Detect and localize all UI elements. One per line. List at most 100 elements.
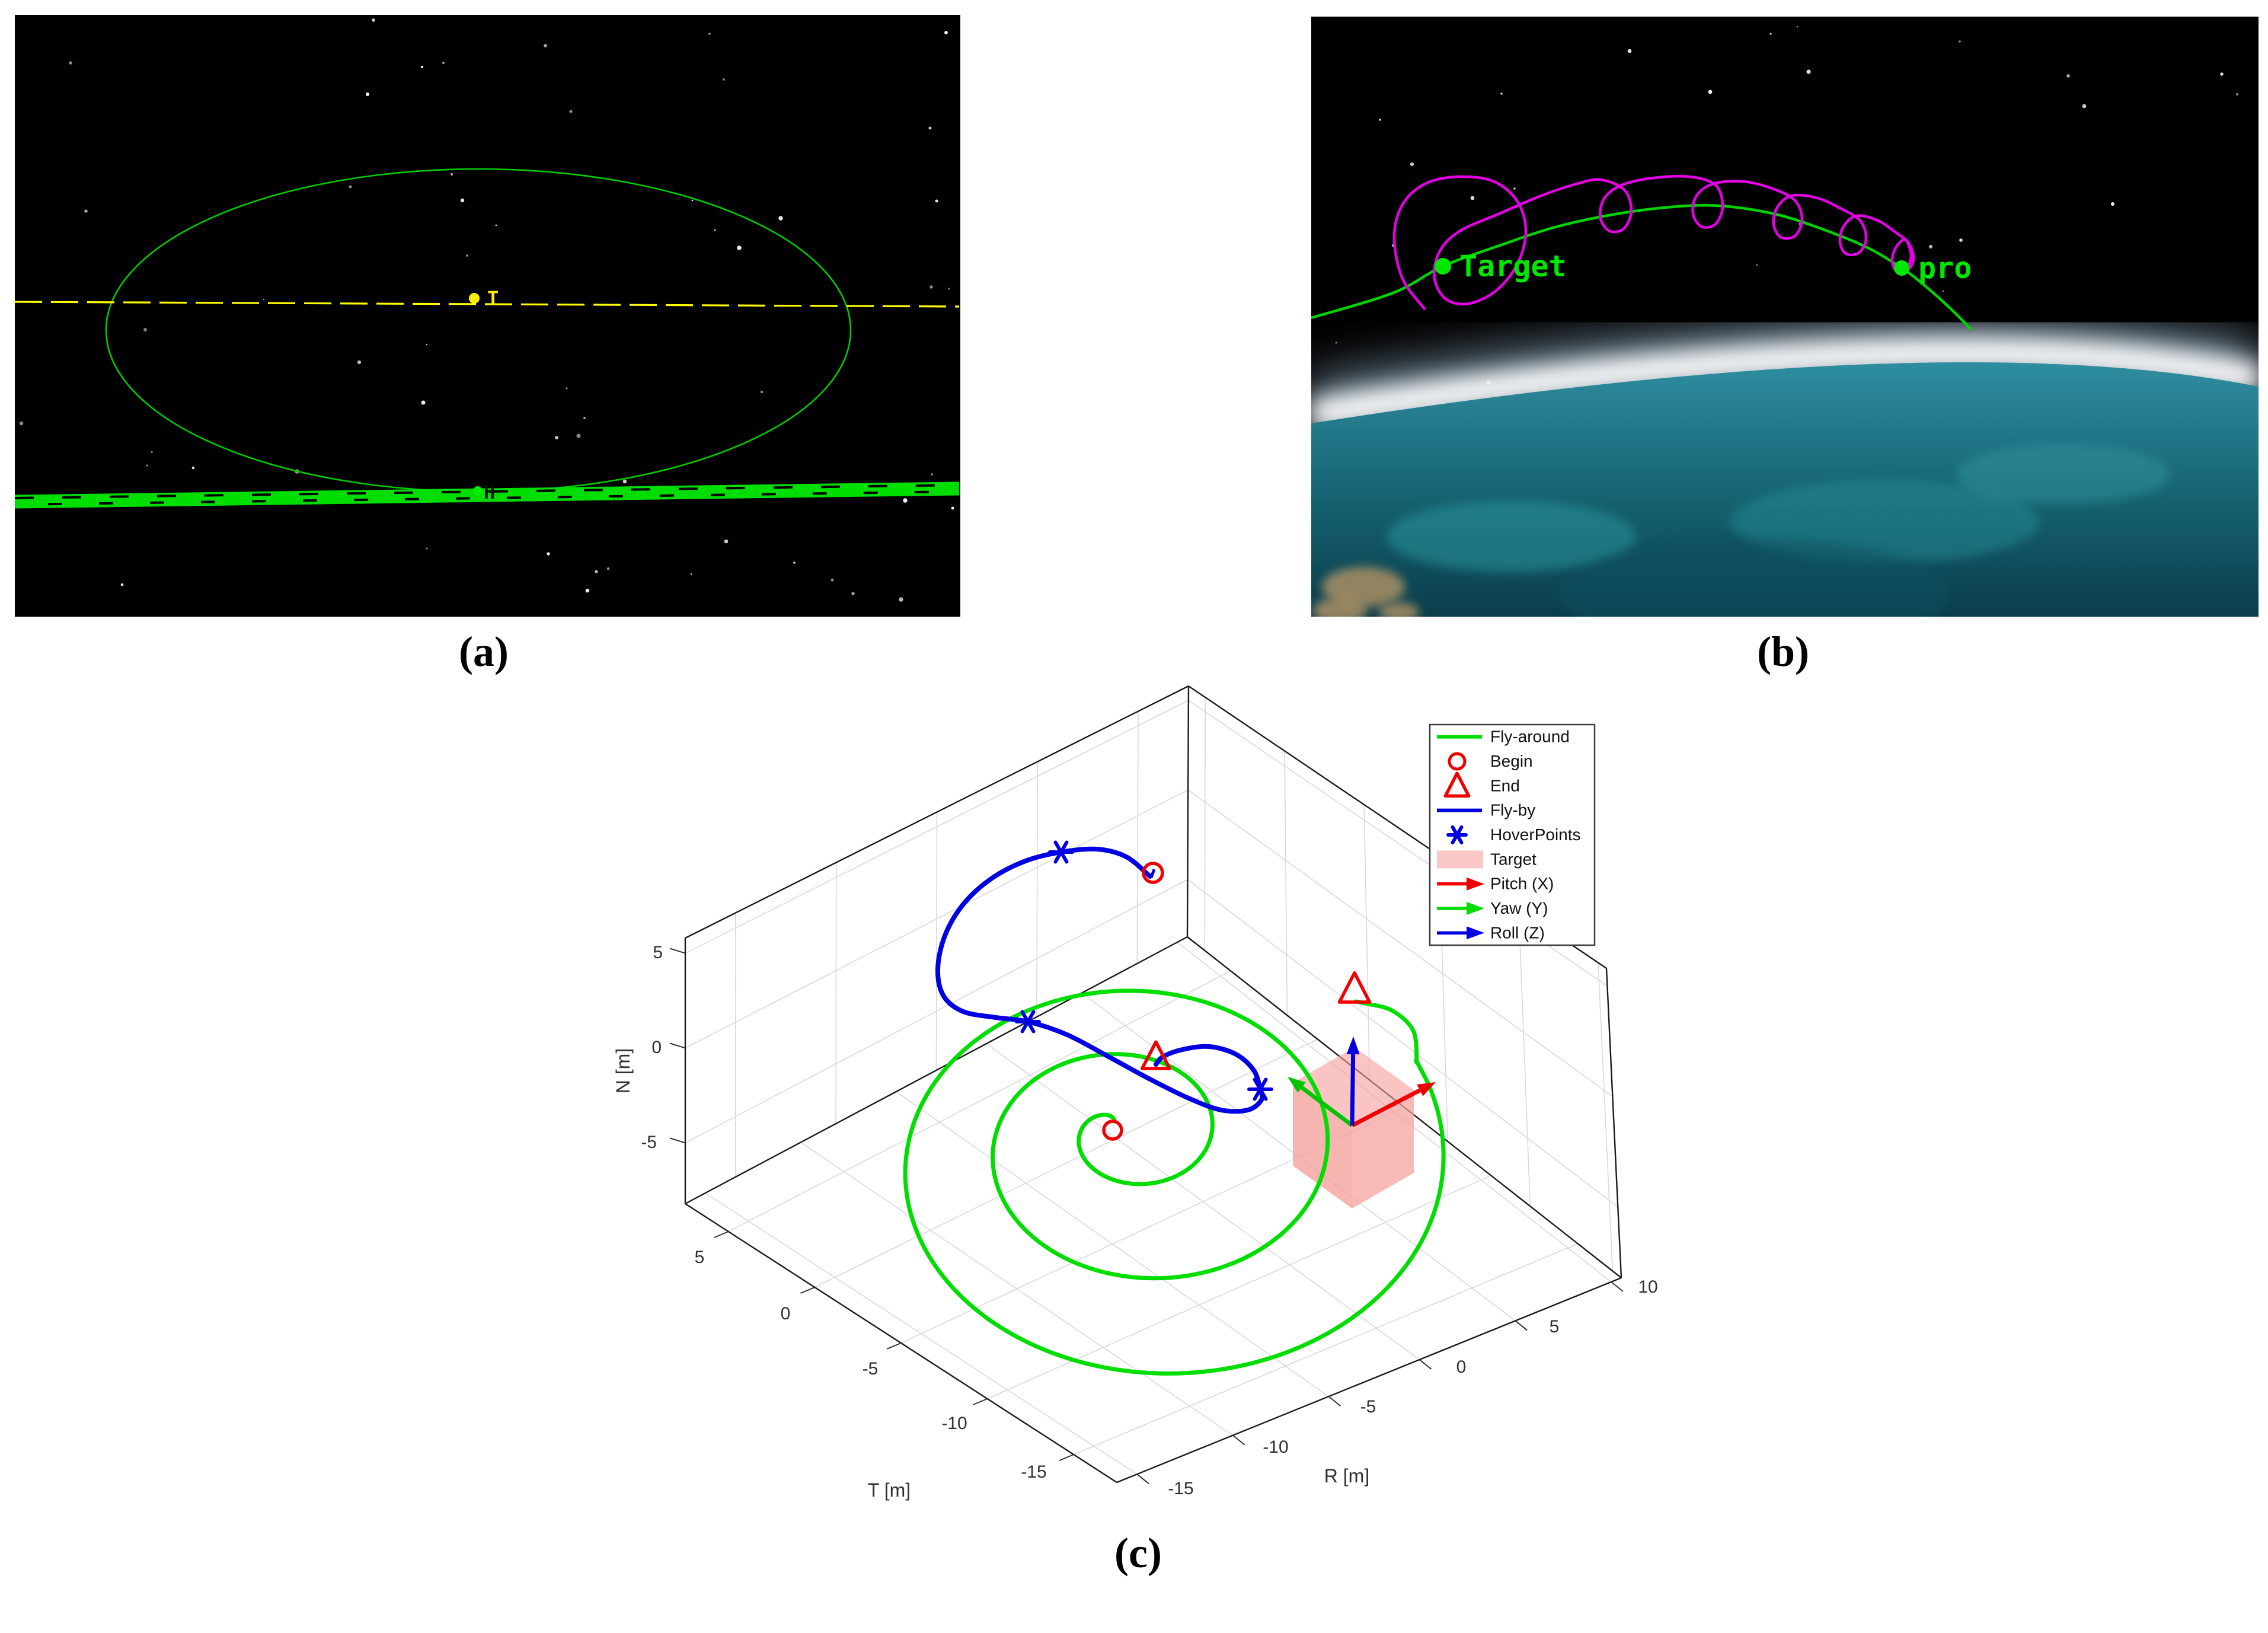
caption-b: (b) [1629, 627, 1937, 677]
t-tick-label: 5 [695, 1248, 705, 1267]
starfield [19, 18, 954, 602]
star [1959, 40, 1961, 43]
chaser-satellite-marker [473, 486, 483, 496]
star [830, 578, 834, 582]
caption-c: (c) [984, 1529, 1292, 1578]
legend-item-begin: Begin [1448, 752, 1533, 771]
star [151, 451, 153, 453]
star [691, 199, 694, 202]
star [1708, 90, 1713, 94]
hover-point-marker [1247, 1077, 1273, 1101]
chaser-point-label: pro [1918, 251, 1972, 285]
t-tick-label: 0 [781, 1304, 791, 1323]
fly-around-trajectory [903, 988, 1446, 1376]
star [723, 78, 725, 81]
legend-item-fly-around: Fly-around [1437, 728, 1570, 746]
star [19, 421, 24, 426]
island [1322, 567, 1405, 607]
star [935, 199, 938, 203]
grid-lines [685, 697, 1618, 1475]
star [1379, 119, 1381, 121]
star [547, 552, 550, 556]
star [903, 498, 908, 503]
star [466, 254, 468, 257]
fly-by-end-marker [1141, 1040, 1171, 1070]
legend: Fly-around Begin End Fly-by HoverPoints Targe… [1429, 723, 1596, 946]
fly-by-trajectory [935, 846, 1265, 1114]
legend-label: Roll (Z) [1490, 923, 1545, 942]
star [451, 173, 453, 176]
star [1929, 245, 1932, 248]
legend-label: End [1490, 776, 1520, 795]
star [737, 245, 742, 250]
star [899, 597, 903, 602]
fly-by-start-tick [1149, 869, 1156, 878]
star [690, 573, 692, 575]
star [120, 583, 124, 586]
star [778, 216, 783, 221]
caption-b-text: (b) [1757, 628, 1809, 675]
chaser-point-marker [1894, 260, 1909, 276]
pitch-x-arrow [1351, 1082, 1436, 1128]
star [760, 390, 764, 394]
r-tick-label: 5 [1550, 1317, 1560, 1337]
star [366, 93, 369, 96]
n-axis-label: N [m] [612, 1048, 634, 1093]
star [1513, 187, 1516, 190]
star [2111, 202, 2114, 206]
star [2082, 104, 2087, 109]
star [2220, 72, 2224, 76]
n-tick-label: -5 [641, 1133, 657, 1152]
legend-label: Begin [1490, 752, 1533, 770]
roll-z-arrow [1346, 1036, 1360, 1126]
star [1769, 33, 1772, 35]
legend-item-target: Target [1437, 850, 1537, 869]
target-satellite-marker [469, 293, 480, 304]
star [929, 285, 933, 289]
panel-c-3d-plot: 5 0 -5 -10 -15 -15 -10 -5 0 5 10 5 0 -5 T [m] R [m] N [m… [612, 685, 1658, 1501]
legend-triangle [1443, 771, 1471, 798]
ocean-shade [1956, 445, 2170, 504]
fly-around-loops [1392, 174, 1915, 311]
legend-item-hoverpoints: HoverPoints [1446, 825, 1581, 844]
star [622, 479, 627, 484]
star [544, 44, 547, 47]
legend-arrow [1437, 877, 1484, 891]
fly-by-begin-marker [1142, 862, 1164, 884]
r-tick-label: -5 [1360, 1397, 1376, 1417]
star [349, 185, 352, 189]
star [2066, 74, 2070, 78]
star [495, 224, 497, 227]
star [460, 198, 465, 203]
hover-point-marker [1048, 840, 1074, 864]
star [724, 539, 729, 544]
panel-b-earth-view: Target pro [1311, 17, 2259, 617]
equator-line [14, 301, 960, 308]
legend-item-pitch-x-: Pitch (X) [1437, 875, 1554, 893]
star [442, 62, 445, 64]
star [793, 562, 796, 564]
yaw-y-arrow [1288, 1077, 1354, 1127]
star [1942, 290, 1944, 292]
star [566, 387, 568, 390]
panel-b-content: Target pro [1311, 25, 2259, 617]
t-tick-label: -10 [941, 1414, 967, 1433]
star [569, 110, 573, 113]
fly-around-begin-marker [1102, 1120, 1123, 1141]
tick-marks [669, 948, 1624, 1484]
r-axis-label: R [m] [1324, 1465, 1369, 1487]
r-tick-label: -10 [1263, 1437, 1288, 1457]
legend-arrow [1437, 902, 1484, 915]
star [931, 473, 933, 476]
r-tick-label: -15 [1168, 1479, 1193, 1498]
star [1796, 25, 1799, 28]
legend-item-fly-by: Fly-by [1437, 801, 1535, 819]
star [606, 567, 610, 570]
star [708, 33, 711, 35]
t-axis-label: T [m] [868, 1479, 911, 1501]
star [69, 61, 72, 65]
island [1379, 602, 1419, 617]
island [1312, 598, 1367, 617]
ocean-shade [1387, 501, 1636, 572]
star [595, 570, 598, 573]
